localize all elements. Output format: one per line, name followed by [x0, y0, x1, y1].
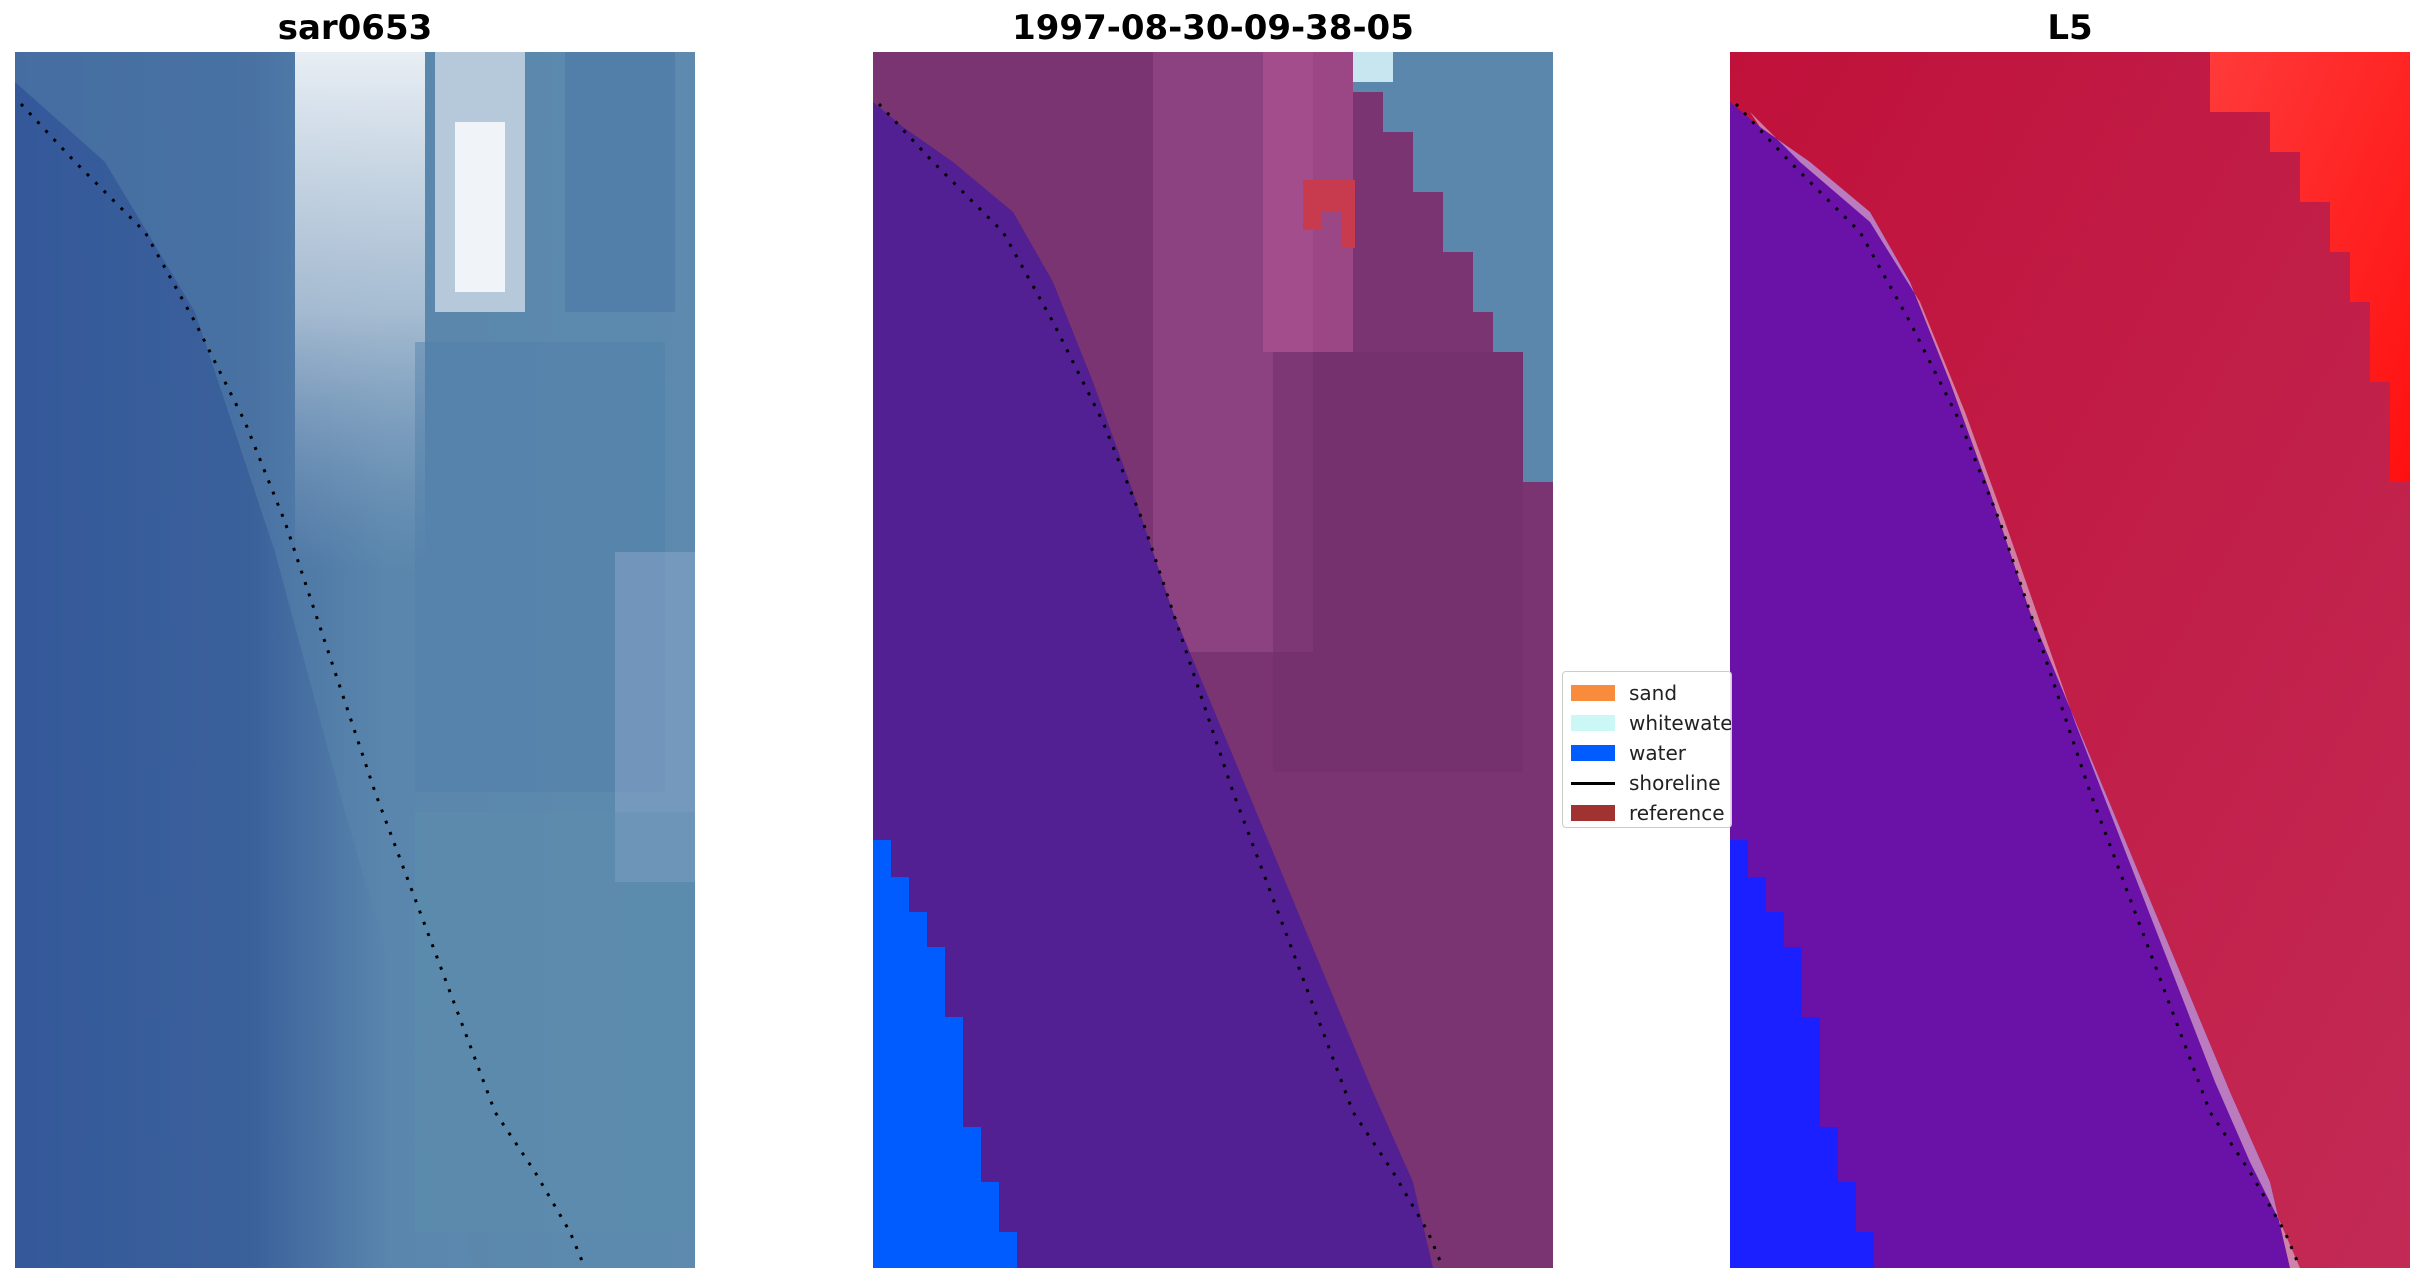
- legend-swatch-water: [1571, 745, 1615, 761]
- classification-panel: [873, 52, 1553, 1268]
- legend-swatch-whitewater: [1571, 715, 1615, 731]
- legend-label: water: [1629, 741, 1686, 765]
- rgb-image: [15, 52, 695, 1268]
- panel-title-rgb: sar0653: [15, 8, 695, 48]
- index-panel: [1730, 52, 2410, 1268]
- legend-item-reference: reference: [1563, 798, 1731, 828]
- legend-swatch-reference: [1571, 805, 1615, 821]
- legend: sand whitewater water shoreline referenc…: [1562, 671, 1732, 828]
- legend-item-whitewater: whitewater: [1563, 708, 1731, 738]
- panel-title-index: L5: [1730, 8, 2410, 48]
- rgb-image-panel: [15, 52, 695, 1268]
- classification-image: [873, 52, 1553, 1268]
- legend-label: reference: [1629, 801, 1725, 825]
- legend-item-water: water: [1563, 738, 1731, 768]
- legend-swatch-sand: [1571, 685, 1615, 701]
- legend-item-shoreline: shoreline: [1563, 768, 1731, 798]
- index-image: [1730, 52, 2410, 1268]
- legend-label: sand: [1629, 681, 1677, 705]
- legend-label: shoreline: [1629, 771, 1721, 795]
- panel-title-classification: 1997-08-30-09-38-05: [873, 8, 1553, 48]
- legend-item-sand: sand: [1563, 678, 1731, 708]
- legend-label: whitewater: [1629, 711, 1732, 735]
- legend-swatch-shoreline: [1571, 782, 1615, 785]
